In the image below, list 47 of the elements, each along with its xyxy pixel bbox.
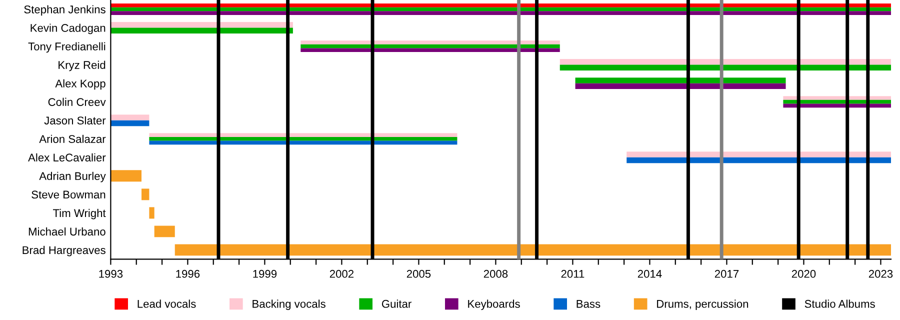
bar bbox=[149, 207, 154, 219]
y-tick-label: Arion Salazar bbox=[39, 134, 106, 143]
bar bbox=[300, 48, 560, 52]
legend-label: Drums, percussion bbox=[657, 300, 748, 310]
x-tick-label: 1999 bbox=[253, 270, 277, 278]
legend-label: Keyboards bbox=[468, 300, 520, 310]
bar bbox=[110, 114, 150, 120]
legend-label: Backing vocals bbox=[252, 300, 326, 310]
legend-label: Guitar bbox=[382, 300, 412, 308]
y-tick-label: Michael Urbano bbox=[28, 227, 106, 236]
x-tick-label: 2008 bbox=[484, 270, 508, 278]
bar bbox=[110, 4, 891, 8]
y-tick-label: Kryz Reid bbox=[58, 60, 106, 72]
bar bbox=[174, 244, 891, 256]
bar bbox=[142, 188, 150, 200]
x-tick-label: 2005 bbox=[406, 270, 431, 278]
x-tick-label: 1996 bbox=[176, 270, 200, 278]
x-tick-label: 2014 bbox=[638, 270, 662, 278]
bar bbox=[110, 22, 293, 28]
x-tick-label: 2011 bbox=[561, 270, 584, 278]
bar bbox=[149, 136, 458, 141]
x-tick-label: 2002 bbox=[330, 270, 354, 278]
bar bbox=[110, 170, 142, 182]
legend-label: Studio Albums bbox=[804, 300, 875, 308]
y-tick-label: Tim Wright bbox=[53, 208, 106, 220]
bar bbox=[783, 104, 891, 108]
y-tick-label: Brad Hargreaves bbox=[22, 246, 106, 256]
x-tick-label: 2020 bbox=[792, 270, 816, 278]
x-tick-label: 2017 bbox=[714, 270, 739, 278]
y-tick-label: Tony Fredianelli bbox=[28, 42, 106, 53]
x-tick-label: 1993 bbox=[99, 270, 123, 278]
y-tick-label: Alex Kopp bbox=[55, 79, 106, 90]
legend-label: Bass bbox=[576, 300, 600, 308]
y-tick-label: Adrian Burley bbox=[39, 172, 106, 182]
bar bbox=[154, 226, 175, 238]
y-tick-label: Stephan Jenkins bbox=[24, 5, 106, 16]
y-tick-label: Colin Creev bbox=[48, 98, 106, 106]
legend-label: Lead vocals bbox=[138, 300, 196, 308]
y-tick-label: Kevin Cadogan bbox=[30, 24, 106, 34]
bar bbox=[110, 120, 150, 126]
y-tick-label: Steve Bowman bbox=[32, 190, 106, 199]
y-tick-label: Jason Slater bbox=[44, 116, 106, 124]
bar bbox=[110, 11, 891, 15]
x-tick-label: 2023 bbox=[868, 270, 893, 278]
y-tick-label: Alex LeCavalier bbox=[28, 153, 106, 162]
bar bbox=[560, 59, 891, 65]
bar bbox=[626, 152, 891, 158]
